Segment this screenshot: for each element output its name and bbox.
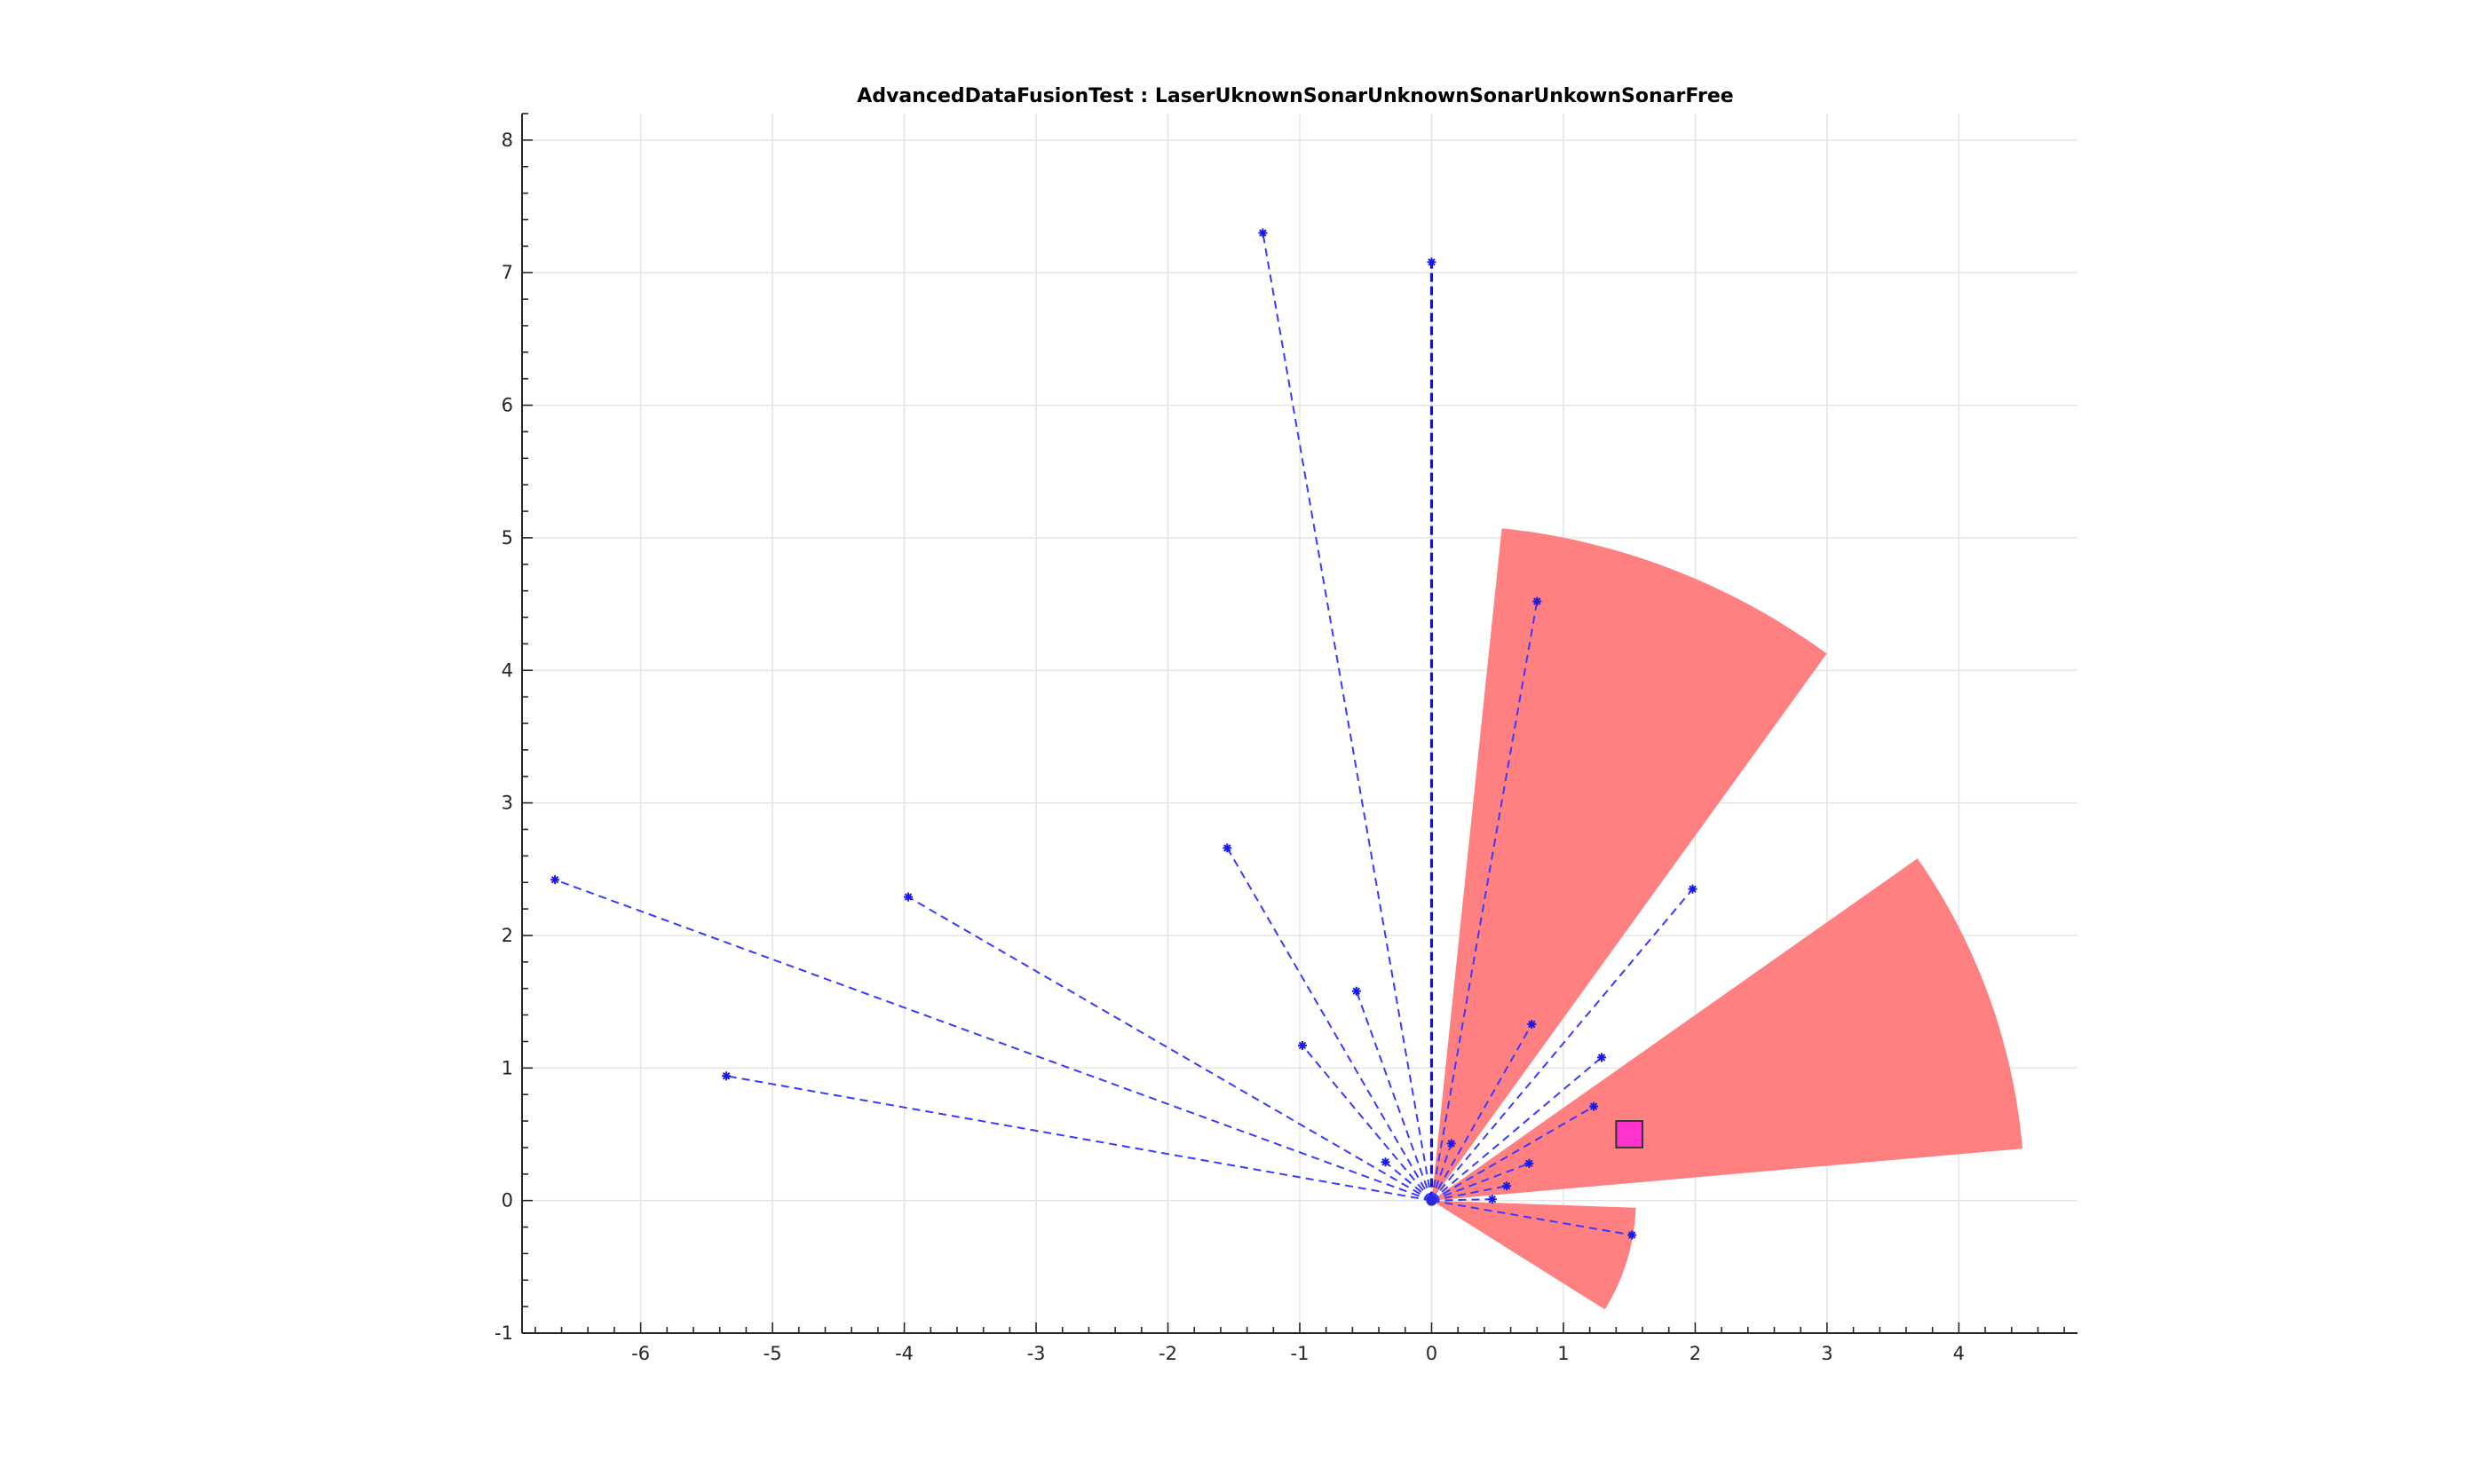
laser-ray: [1430, 1056, 1603, 1202]
laser-hit-marker: [1597, 1053, 1606, 1062]
laser-rays: [554, 233, 1694, 1236]
laser-ray: [554, 879, 1432, 1202]
marker-stroke: [1589, 1102, 1598, 1110]
marker-stroke: [1428, 258, 1436, 266]
laser-hit-marker: [1446, 1139, 1456, 1149]
laser-ray: [1430, 1023, 1533, 1202]
laser-hit-marker: [1258, 228, 1268, 238]
marker-stroke: [1533, 597, 1541, 605]
marker-stroke: [722, 1072, 731, 1080]
x-tick-label: -6: [631, 1343, 650, 1364]
laser-hit-marker: [1298, 1040, 1307, 1050]
laser-ray: [1384, 1161, 1433, 1202]
marker-stroke: [1447, 1140, 1455, 1148]
x-tick-label: -5: [764, 1343, 782, 1364]
marker-stroke: [550, 875, 559, 884]
obstacles: [1615, 1120, 1644, 1149]
plot-area: -6 -5 -4 -3 -2 -1 0 1 2 3 4 -1 0 1 2 3 4 5 6 7 8: [495, 113, 2077, 1364]
laser-ray: [1430, 1143, 1452, 1201]
laser-ray: [907, 896, 1432, 1202]
laser-hit-marker: [1502, 1181, 1512, 1191]
x-tick-label: 0: [1426, 1343, 1437, 1364]
chart-title: AdvancedDataFusionTest : LaserUknownSona…: [857, 85, 1733, 107]
sonar-cone-1: [1431, 528, 1827, 1201]
y-tick-label: 8: [502, 130, 513, 151]
sonar-cone-2: [1431, 858, 2023, 1201]
laser-ray: [1262, 233, 1433, 1201]
y-tick-label: 7: [502, 262, 513, 283]
laser-ray: [1431, 1199, 1633, 1236]
laser-hit-marker: [550, 875, 560, 885]
y-tick-label: 1: [502, 1057, 513, 1078]
laser-ray: [1226, 847, 1433, 1202]
laser-ray: [1430, 888, 1694, 1202]
laser-hit-marker: [1381, 1157, 1390, 1167]
obstacle-square: [1615, 1120, 1644, 1149]
x-tick-label: 2: [1690, 1343, 1701, 1364]
marker-stroke: [1525, 1159, 1533, 1168]
y-tick-label: 3: [502, 793, 513, 814]
laser-hit-markers: [550, 228, 1698, 1240]
marker-stroke: [1689, 885, 1697, 893]
x-tick-label: -2: [1159, 1343, 1177, 1364]
x-tick-label: 3: [1821, 1343, 1832, 1364]
laser-ray: [1431, 1198, 1492, 1202]
y-tick-label: 5: [502, 527, 513, 549]
marker-stroke: [1502, 1181, 1511, 1190]
laser-hit-marker: [1487, 1195, 1497, 1204]
laser-ray: [1355, 991, 1433, 1201]
laser-hit-marker: [1524, 1158, 1534, 1168]
marker-stroke: [1627, 1231, 1636, 1239]
sonar-cone-3: [1431, 1200, 1636, 1310]
laser-hit-marker: [722, 1071, 732, 1081]
robot-origin-marker: [1426, 1195, 1437, 1206]
marker-stroke: [1223, 844, 1231, 852]
marker-stroke: [1259, 229, 1267, 237]
y-tick-label: 6: [502, 395, 513, 416]
laser-hit-marker: [1527, 1020, 1537, 1029]
laser-ray: [1431, 1162, 1530, 1202]
x-tick-label: -4: [895, 1343, 914, 1364]
marker-stroke: [1528, 1020, 1536, 1029]
laser-hit-marker: [1532, 596, 1542, 606]
y-tick-label: 2: [502, 925, 513, 946]
laser-hit-marker: [1351, 986, 1361, 996]
marker-stroke: [1597, 1054, 1606, 1062]
x-tick-label: 1: [1557, 1343, 1569, 1364]
laser-ray: [1302, 1045, 1433, 1202]
marker-stroke: [1381, 1158, 1389, 1166]
x-tick-label: 4: [1953, 1343, 1965, 1364]
y-tick-label: 0: [502, 1190, 513, 1212]
x-tick-label: -1: [1291, 1343, 1310, 1364]
marker-stroke: [1352, 987, 1361, 995]
laser-hit-marker: [1427, 257, 1436, 267]
sonar-cones: [1431, 528, 2023, 1310]
laser-hit-marker: [1589, 1101, 1599, 1111]
laser-hit-marker: [904, 892, 913, 902]
laser-ray: [1430, 601, 1539, 1201]
laser-hit-marker: [1223, 843, 1232, 853]
y-tick-label: -1: [495, 1322, 513, 1344]
x-tick-label: -3: [1027, 1343, 1046, 1364]
axes: -6 -5 -4 -3 -2 -1 0 1 2 3 4 -1 0 1 2 3 4 5 6 7 8: [495, 113, 2077, 1364]
marker-stroke: [1298, 1041, 1307, 1050]
laser-hit-marker: [1688, 884, 1698, 894]
marker-stroke: [1488, 1195, 1497, 1204]
laser-ray: [1430, 1105, 1595, 1202]
laser-hit-marker: [1627, 1230, 1637, 1240]
y-tick-label: 4: [502, 659, 513, 681]
marker-stroke: [904, 893, 913, 901]
